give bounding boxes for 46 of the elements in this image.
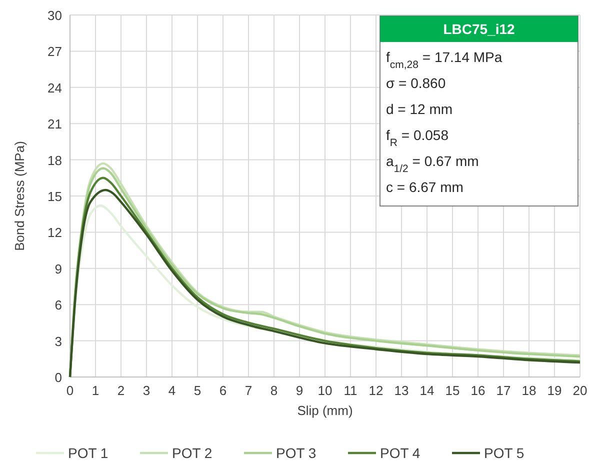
x-tick-label: 9 — [296, 383, 304, 398]
y-tick-label: 18 — [48, 152, 62, 168]
x-tick-label: 5 — [194, 383, 202, 398]
y-tick-label: 21 — [48, 116, 62, 132]
legend-label: POT 2 — [172, 445, 212, 461]
legend-label: POT 3 — [276, 445, 316, 461]
annotation: LBC75_i12 — [443, 21, 516, 37]
annotation: c = 6.67 mm — [386, 179, 464, 195]
x-tick-label: 0 — [66, 383, 74, 398]
y-tick-label: 6 — [54, 298, 62, 313]
annotation: d = 12 mm — [386, 101, 453, 117]
x-tick-label: 13 — [394, 383, 409, 398]
x-tick-label: 8 — [270, 383, 278, 398]
x-tick-label: 17 — [496, 383, 511, 398]
x-tick-label: 4 — [168, 383, 176, 398]
y-tick-label: 0 — [54, 370, 62, 385]
x-tick-label: 15 — [445, 383, 460, 398]
annotation: a$_{1/2}$ = 0.67 mm — [386, 153, 479, 175]
x-tick-label: 3 — [142, 383, 150, 398]
x-tick-label: 19 — [547, 383, 562, 398]
y-tick-label: 3 — [54, 334, 62, 349]
y-tick-label: 9 — [54, 261, 62, 276]
y-axis-title: Bond Stress (MPa) — [12, 141, 27, 251]
y-tick-label: 12 — [48, 225, 62, 240]
x-tick-label: 10 — [318, 383, 332, 398]
x-tick-label: 1 — [92, 383, 100, 398]
x-tick-label: 12 — [368, 383, 384, 398]
x-tick-label: 16 — [470, 383, 486, 398]
x-tick-label: 14 — [420, 383, 434, 398]
annotation: σ = 0.860 — [386, 75, 446, 91]
legend-label: POT 4 — [380, 445, 420, 461]
x-tick-label: 2 — [117, 383, 125, 398]
x-tick-label: 18 — [522, 383, 536, 398]
x-tick-label: 6 — [219, 383, 227, 398]
x-axis-title: Slip (mm) — [297, 403, 353, 418]
y-tick-label: 30 — [48, 8, 62, 23]
x-tick-label: 11 — [344, 383, 358, 398]
y-tick-label: 27 — [48, 44, 62, 60]
y-tick-label: 24 — [48, 80, 62, 96]
legend-label: POT 5 — [484, 445, 524, 461]
x-tick-label: 7 — [244, 383, 252, 398]
annotation: f$_{R}$ = 0.058 — [386, 127, 449, 149]
annotation: f$_{cm,28}$ = 17.14 MPa — [386, 49, 502, 71]
y-tick-label: 15 — [48, 189, 62, 204]
legend-label: POT 1 — [68, 445, 108, 461]
x-tick-label: 20 — [572, 383, 588, 398]
